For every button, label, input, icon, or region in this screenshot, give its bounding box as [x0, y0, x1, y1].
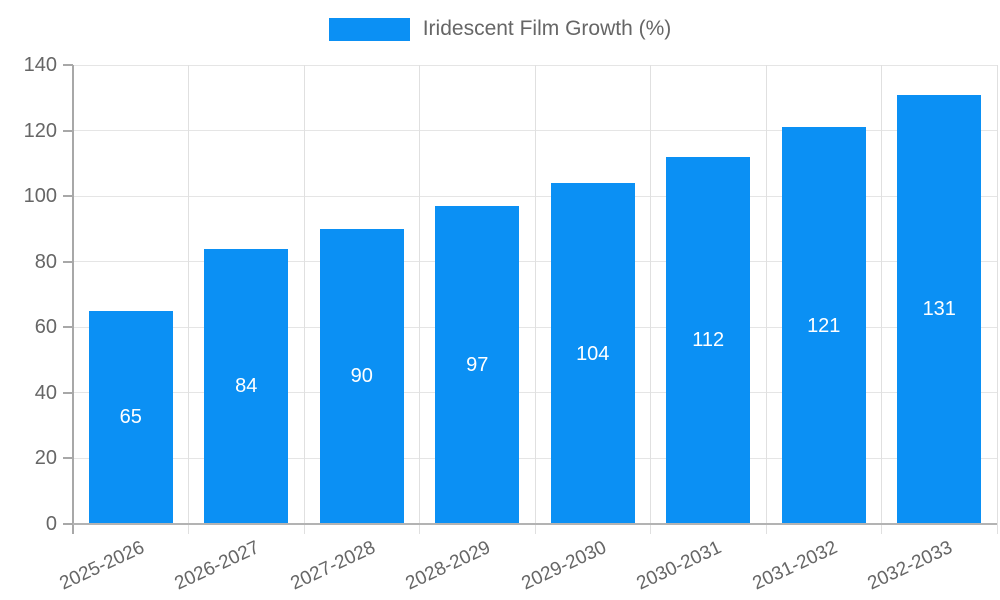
- y-tick-label: 100: [23, 185, 57, 208]
- bar-2028-2029[interactable]: 97: [435, 205, 520, 524]
- x-tick-label: 2027-2028: [287, 537, 379, 595]
- y-tick-label: 140: [23, 54, 57, 76]
- bar-2027-2028[interactable]: 90: [319, 228, 404, 524]
- bar-value-label: 90: [350, 365, 373, 388]
- bar-value-label: 84: [235, 375, 258, 398]
- bar-2032-2033[interactable]: 131: [897, 94, 982, 524]
- y-tick: [63, 326, 73, 329]
- y-tick: [63, 64, 73, 66]
- bar-2031-2032[interactable]: 121: [781, 127, 866, 524]
- x-tick-label: 2025-2026: [56, 537, 148, 595]
- x-gridline: [996, 65, 998, 534]
- x-tick-label: 2028-2029: [402, 537, 495, 595]
- y-tick: [63, 457, 73, 460]
- y-tick: [63, 260, 73, 263]
- y-tick-label: 40: [34, 381, 57, 404]
- x-gridline: [650, 65, 651, 534]
- x-tick-label: 2031-2032: [749, 537, 841, 595]
- y-tick-label: 0: [45, 513, 57, 535]
- bar-value-label: 112: [692, 329, 725, 352]
- legend-label: Iridescent Film Growth (%): [422, 17, 672, 40]
- bar-2029-2030[interactable]: 104: [550, 183, 635, 524]
- x-tick-label: 2026-2027: [171, 537, 264, 595]
- bar-value-label: 121: [807, 314, 841, 337]
- bar-2026-2027[interactable]: 84: [204, 248, 289, 524]
- y-tick-label: 60: [34, 316, 57, 339]
- bar-2030-2031[interactable]: 112: [666, 156, 751, 524]
- legend-swatch: [328, 17, 410, 41]
- y-tick-label: 120: [23, 119, 57, 142]
- x-gridline: [881, 65, 882, 534]
- x-axis-line: [73, 523, 997, 525]
- x-tick-label: 2032-2033: [864, 537, 957, 595]
- x-gridline: [419, 65, 420, 534]
- bar-value-label: 131: [922, 298, 956, 321]
- legend[interactable]: Iridescent Film Growth (%): [0, 17, 1000, 41]
- y-tick-label: 80: [34, 250, 57, 273]
- y-tick: [63, 129, 73, 132]
- x-gridline: [765, 65, 767, 534]
- y-tick: [63, 391, 73, 394]
- x-tick-label: 2029-2030: [518, 537, 610, 595]
- y-tick-label: 20: [34, 447, 57, 470]
- x-gridline: [534, 65, 536, 534]
- bar-value-label: 65: [119, 406, 142, 429]
- y-tick: [63, 195, 73, 198]
- x-gridline: [303, 65, 305, 534]
- y-axis-line: [72, 65, 74, 534]
- bar-value-label: 97: [466, 353, 489, 376]
- bar-2025-2026[interactable]: 65: [88, 310, 173, 524]
- x-gridline: [188, 65, 189, 534]
- y-tick: [63, 523, 73, 525]
- bar-value-label: 104: [576, 342, 610, 365]
- x-tick-label: 2030-2031: [633, 537, 726, 595]
